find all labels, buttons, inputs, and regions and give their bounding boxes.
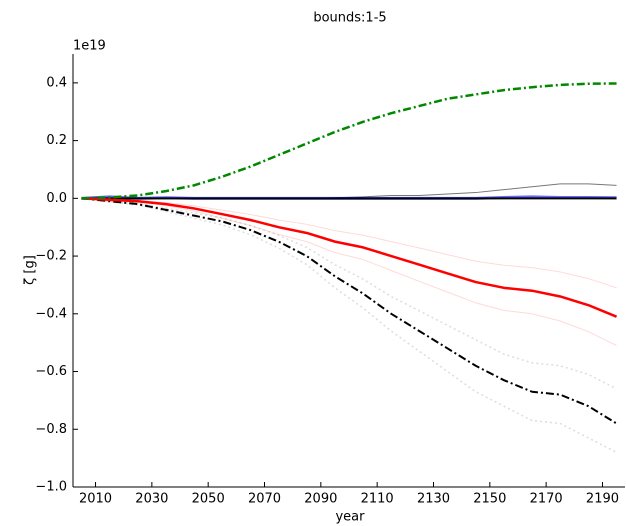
x-axis-label: year [335,510,365,525]
x-tick-label: 2070 [248,492,281,507]
x-tick-label: 2150 [473,492,506,507]
series-line [81,197,617,390]
x-tick-label: 2190 [586,492,619,507]
y-tick-label: 0.0 [46,191,67,206]
y-offset-label: 1e19 [73,39,106,54]
series-line [81,197,618,318]
y-tick-label: 0.2 [46,133,67,148]
x-tick-label: 2050 [192,492,225,507]
x-tick-label: 2170 [530,492,563,507]
y-tick-label: −1.0 [35,480,67,495]
x-tick-label: 2130 [417,492,450,507]
series-line [81,197,618,425]
y-tick-label: −0.8 [35,422,67,437]
chart-title: bounds:1-5 [313,11,386,26]
y-tick-label: −0.6 [35,364,67,379]
x-tick-label: 2030 [135,492,168,507]
series-line [81,197,617,454]
y-axis-label: ζ [g] [23,255,38,285]
y-tick-label: 0.4 [46,75,67,90]
series-line [81,82,617,200]
x-tick-label: 2090 [304,492,337,507]
y-tick-label: −0.4 [35,306,67,321]
y-tick-label: −0.2 [35,249,67,264]
x-tick-label: 2010 [79,492,112,507]
x-tick-label: 2110 [361,492,394,507]
series-line [81,197,617,289]
series-line [81,197,617,346]
